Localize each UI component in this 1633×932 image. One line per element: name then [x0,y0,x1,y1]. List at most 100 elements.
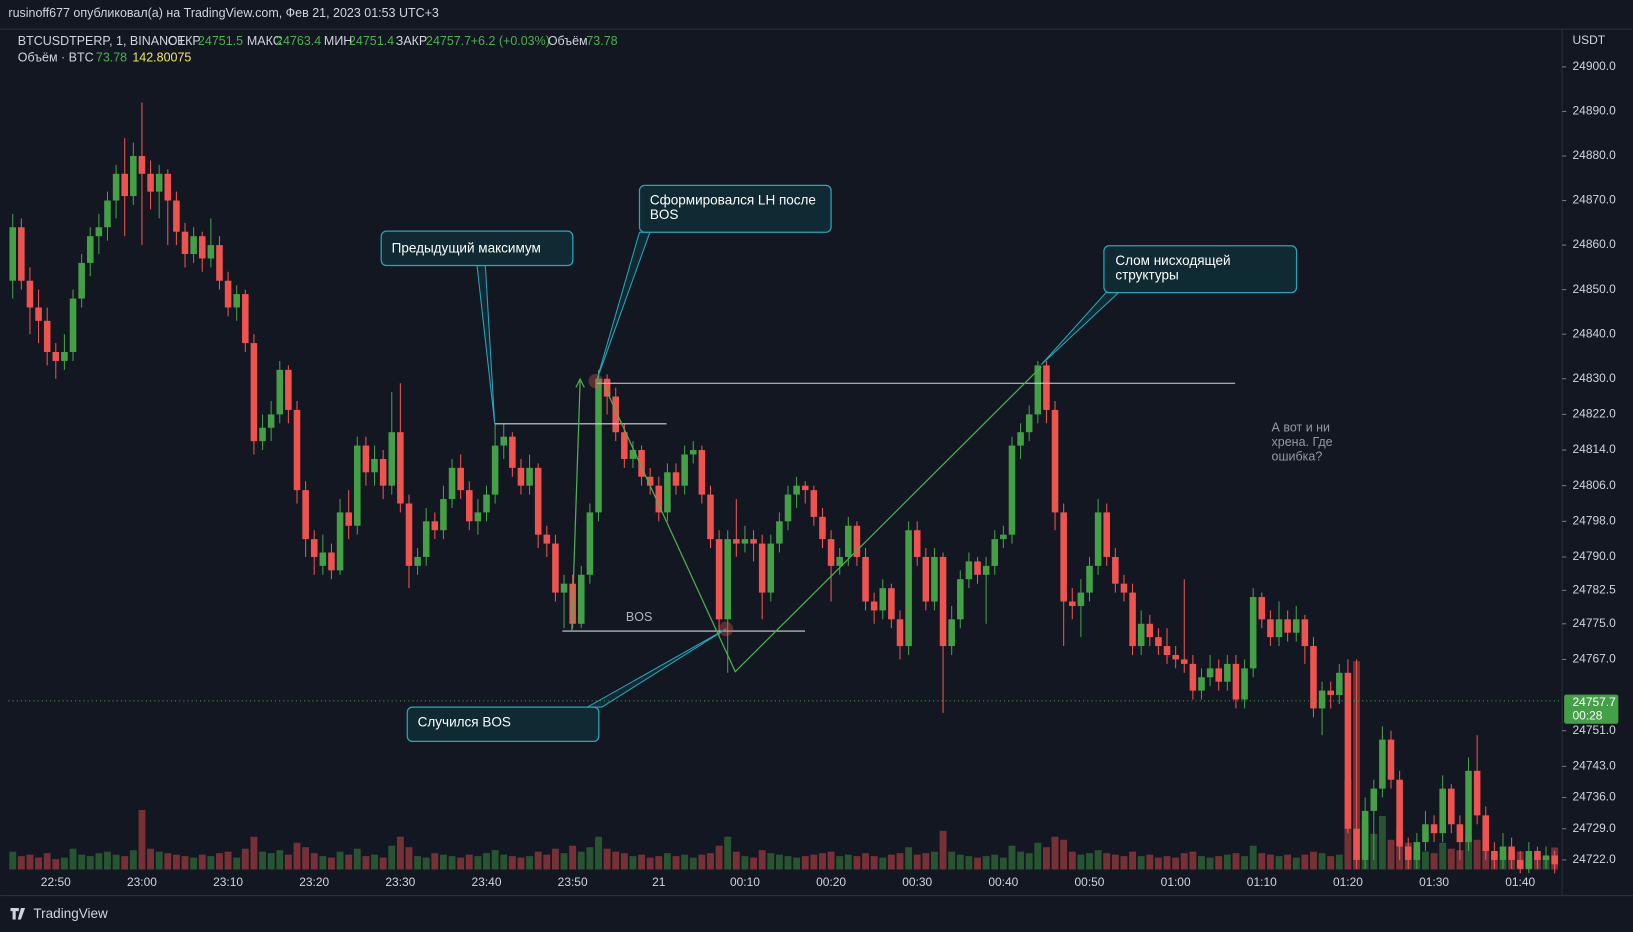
candle-body [319,552,327,566]
x-tick-label: 01:40 [1505,875,1535,889]
x-tick-label: 00:10 [730,875,760,889]
volume-bar [284,854,292,870]
x-tick-label: 01:20 [1333,875,1363,889]
open-value: 24751.5 [198,34,243,48]
candle-body [1060,512,1067,602]
volume-bar [543,854,551,870]
volume-bar [1008,845,1016,870]
volume-label: Объём [548,34,588,48]
volume-bar [233,857,241,870]
candle-body [595,378,602,513]
x-tick-label: 23:30 [385,875,415,889]
volume-bar [259,851,266,870]
volume-bar [129,850,137,870]
volume-bar [155,851,163,870]
volume-bar [422,857,430,870]
candle-body [1318,690,1326,709]
volume-bar [1258,853,1266,870]
drawings: BOS Предыдущий максимум Сформировался LH… [380,184,1333,743]
volume-bar [112,854,120,870]
candle-body [466,490,473,522]
volume-bar [862,853,869,870]
candle-body [362,445,370,473]
volume-bar [1198,856,1205,870]
volume-bar [517,857,525,870]
candle-body [1491,851,1498,860]
candle-body [35,307,42,321]
volume-bar [276,850,284,870]
volume-bar [595,836,602,870]
candle-body [500,436,508,446]
callout-text: BOS [650,207,679,222]
y-tick-label: 24870.0 [1573,193,1617,207]
volume-bar [672,856,680,870]
candle-body [112,173,120,201]
candle-body [1361,810,1369,860]
candle-body [414,556,421,566]
volume-bar [956,854,964,870]
candle-body [750,539,757,544]
candle-body [1017,432,1024,446]
volume-bar [293,842,301,870]
candle-body [1189,663,1197,691]
volume-bar [698,854,706,870]
candle-body [517,467,525,486]
y-tick-label: 24798.0 [1573,513,1617,527]
volume-bar [879,857,887,870]
candle-body [1069,601,1076,606]
candle-body [336,512,344,571]
volume-bar [17,856,25,870]
volume-bar [1163,856,1171,870]
candle-body [190,236,197,255]
volume-bar [1086,853,1093,870]
candle-body [629,450,637,459]
candle-body [801,485,809,491]
volume-bar [414,856,422,870]
candle-body [1224,663,1231,682]
candle-body [698,450,706,495]
volume-bar [1137,856,1145,870]
candle-body [1043,365,1050,410]
volume-bar [999,857,1007,870]
candle-body [1310,646,1317,709]
callout-text: Слом нисходящей [1115,253,1230,268]
candle-body [1103,512,1111,557]
candle-body [931,556,938,602]
candle-body [1456,824,1464,843]
volume-bar [638,854,646,870]
volume-bar [241,848,249,870]
volume-bar [974,857,981,870]
volume-bar [336,851,344,870]
candle-body [1525,851,1533,869]
candle-body [664,472,671,513]
candle-body [853,525,861,557]
candle-body [672,472,680,486]
volume-bar [52,859,60,870]
candle-body [509,436,516,468]
x-tick-label: 23:10 [213,875,243,889]
volume-bar [1215,856,1223,870]
candle-body [1499,846,1507,860]
candle-body [896,619,904,647]
callout-text: Сформировался LH после [650,193,816,208]
volume-bar [1310,851,1317,870]
countdown: 00:28 [1573,709,1603,723]
volume-ma: 142.80075 [132,51,191,65]
candle-body [552,543,559,593]
x-tick-label: 00:50 [1075,875,1105,889]
candle-body [845,525,852,557]
candle-body [870,601,878,611]
volume-bar [887,854,895,870]
volume-bar [43,853,51,870]
volume-bar [474,856,482,870]
candle-body [603,378,611,397]
volume-bar [1180,853,1188,870]
candle-body [621,432,628,459]
y-tick-label: 24729.0 [1573,821,1617,835]
volume-bar [1422,851,1429,870]
candle-body [95,227,103,237]
candle-body [1301,619,1309,647]
volume-bar [69,848,77,870]
candle-body [767,543,775,593]
candle-body [207,245,215,259]
